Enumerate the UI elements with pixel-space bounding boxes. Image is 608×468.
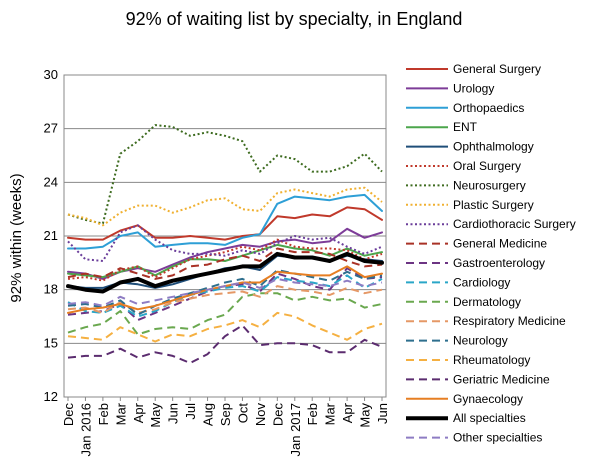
x-tick-label: Feb bbox=[96, 403, 111, 425]
series-line-neurology bbox=[67, 269, 383, 316]
legend-label-oral-surgery: Oral Surgery bbox=[453, 159, 521, 173]
series-line-orthopaedics bbox=[67, 193, 383, 250]
y-axis-label: 92% within (weeks) bbox=[8, 173, 25, 302]
series-line-other-specialties bbox=[67, 277, 383, 307]
legend-label-neurosurgery: Neurosurgery bbox=[453, 178, 526, 192]
x-tick-label: Apr bbox=[131, 402, 146, 423]
y-tick-label: 15 bbox=[44, 335, 58, 350]
chart-title: 92% of waiting list by specialty, in Eng… bbox=[126, 9, 463, 29]
x-tick-label: Mar bbox=[323, 402, 338, 425]
legend-label-respiratory-medicine: Respiratory Medicine bbox=[453, 314, 566, 328]
series-line-geriatric-medicine bbox=[67, 324, 383, 364]
x-tick-label: Jun bbox=[375, 403, 390, 424]
series-line-all-specialties bbox=[66, 251, 384, 294]
series-line-general-surgery bbox=[67, 206, 383, 241]
legend-label-general-surgery: General Surgery bbox=[453, 62, 541, 76]
series-line-rheumatology bbox=[67, 311, 383, 343]
series-line-dermatology bbox=[67, 292, 383, 336]
y-tick-label: 27 bbox=[44, 121, 58, 136]
legend-label-general-medicine: General Medicine bbox=[453, 237, 547, 251]
x-axis-ticks: Dec Jan 2016 Feb Mar Apr May Jun Jul Aug Sep Oct No… bbox=[61, 397, 390, 457]
x-tick-label: May bbox=[148, 403, 163, 428]
legend-label-cardiothoracic-surgery: Cardiothoracic Surgery bbox=[453, 217, 576, 231]
x-tick-label: Feb bbox=[305, 403, 320, 425]
series-line-cardiology bbox=[67, 274, 383, 318]
series-line-general-medicine bbox=[67, 247, 383, 280]
series-line-oral-surgery bbox=[67, 238, 383, 282]
series-line-plastic-surgery bbox=[67, 186, 383, 227]
x-tick-label: Sep bbox=[218, 403, 233, 426]
legend-label-gynaecology: Gynaecology bbox=[453, 392, 523, 406]
y-axis-ticks: 12 15 18 21 24 27 30 bbox=[44, 67, 58, 404]
x-tick-label: Jan 2016 bbox=[78, 403, 93, 457]
legend-label-neurology: Neurology bbox=[453, 334, 508, 348]
x-tick-label: Aug bbox=[201, 403, 216, 426]
x-tick-label: Jun bbox=[166, 403, 181, 424]
series-lines bbox=[66, 124, 384, 364]
legend-label-ent: ENT bbox=[453, 120, 478, 134]
y-tick-label: 12 bbox=[44, 389, 58, 404]
legend-label-dermatology: Dermatology bbox=[453, 295, 521, 309]
series-line-gastroenterology bbox=[67, 267, 383, 322]
x-tick-label: Jan 2017 bbox=[288, 403, 303, 457]
x-tick-label: Jul bbox=[183, 403, 198, 420]
y-tick-label: 21 bbox=[44, 228, 58, 243]
legend: General Surgery Urology Orthopaedics ENT Oph… bbox=[406, 62, 576, 445]
series-line-neurosurgery bbox=[67, 124, 383, 225]
legend-label-orthopaedics: Orthopaedics bbox=[453, 101, 524, 115]
legend-label-cardiology: Cardiology bbox=[453, 275, 510, 289]
legend-label-all-specialties: All specialties bbox=[453, 411, 526, 425]
legend-label-plastic-surgery: Plastic Surgery bbox=[453, 198, 534, 212]
y-tick-label: 24 bbox=[44, 174, 58, 189]
legend-label-rheumatology: Rheumatology bbox=[453, 353, 530, 367]
y-tick-label: 18 bbox=[44, 282, 58, 297]
legend-label-ophthalmology: Ophthalmology bbox=[453, 140, 534, 154]
plot-frame bbox=[63, 74, 387, 398]
x-tick-label: Dec bbox=[61, 403, 76, 427]
y-tick-label: 30 bbox=[44, 67, 58, 82]
x-tick-label: Nov bbox=[253, 403, 268, 427]
series-line-ent bbox=[67, 243, 383, 279]
x-tick-label: Dec bbox=[270, 403, 285, 427]
x-tick-label: Mar bbox=[113, 402, 128, 425]
series-line-respiratory-medicine bbox=[67, 285, 383, 314]
legend-label-gastroenterology: Gastroenterology bbox=[453, 256, 545, 270]
legend-label-urology: Urology bbox=[453, 81, 494, 95]
x-tick-label: May bbox=[358, 403, 373, 428]
series-line-cardiothoracic-surgery bbox=[67, 224, 383, 262]
legend-label-geriatric-medicine: Geriatric Medicine bbox=[453, 372, 550, 386]
x-tick-label: Oct bbox=[235, 403, 250, 424]
x-tick-label: Apr bbox=[340, 402, 355, 423]
legend-label-other-specialties: Other specialties bbox=[453, 431, 542, 445]
